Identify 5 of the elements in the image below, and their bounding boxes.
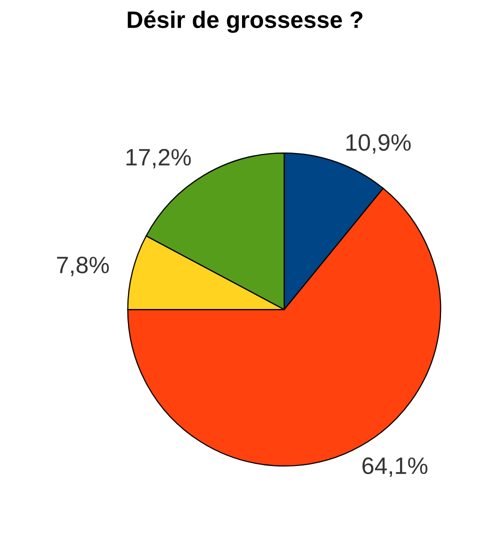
chart-title: Désir de grossesse ? (128, 10, 362, 33)
data-label: 7,8% (57, 256, 109, 276)
data-label: 17,2% (126, 148, 191, 168)
data-label: 10,9% (346, 134, 411, 154)
data-label: 64,1% (362, 457, 428, 477)
